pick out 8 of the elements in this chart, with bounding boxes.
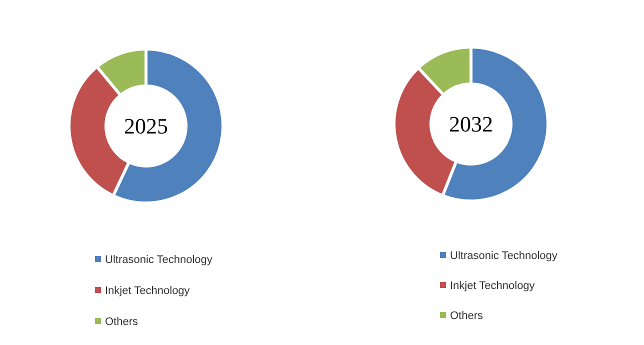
- legend-label: Others: [105, 316, 139, 328]
- legend-label: Inkjet Technology: [105, 284, 190, 297]
- legend-label: Ultrasonic Technology: [450, 250, 558, 262]
- legend-label: Inkjet Technology: [450, 280, 536, 292]
- legend-label: Ultrasonic Technology: [105, 254, 213, 266]
- text: 2025: [124, 114, 168, 139]
- text: 2032: [449, 112, 493, 137]
- legend-label: Others: [450, 310, 484, 322]
